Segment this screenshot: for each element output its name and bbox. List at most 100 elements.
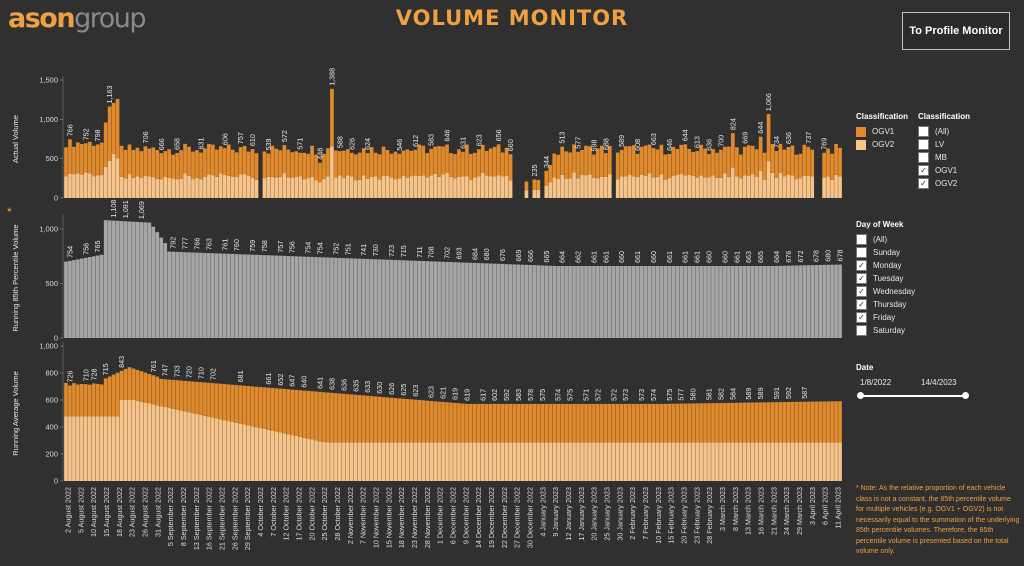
- checkbox[interactable]: ✓: [856, 286, 867, 297]
- percentile-bar: [778, 265, 783, 338]
- checkbox[interactable]: [856, 247, 867, 258]
- bar-value-label: 661: [665, 251, 674, 263]
- ogv1-bar: [564, 151, 568, 179]
- percentile-bar: [699, 266, 703, 338]
- day-option-wednesday[interactable]: ✓ Wednesday: [856, 285, 915, 298]
- ogv2-bar: [727, 442, 731, 481]
- checkbox[interactable]: [918, 152, 929, 163]
- x-tick-label: 29 March 2023: [795, 487, 804, 535]
- day-option-saturday[interactable]: Saturday: [856, 324, 915, 337]
- bar-value-label: 638: [327, 378, 336, 390]
- bar-value-label: 660: [506, 139, 515, 151]
- percentile-bar: [746, 266, 751, 338]
- checkbox[interactable]: ✓: [918, 178, 929, 189]
- ogv2-bar: [191, 413, 195, 481]
- checkbox[interactable]: ✓: [856, 260, 867, 271]
- class-option-mb[interactable]: MB: [918, 151, 970, 164]
- ogv2-bar: [715, 442, 719, 481]
- ogv1-bar: [330, 392, 334, 443]
- ogv2-bar: [758, 442, 763, 481]
- checkbox[interactable]: ✓: [856, 299, 867, 310]
- ogv1-bar: [687, 148, 692, 175]
- ogv1-bar: [655, 149, 660, 177]
- ogv1-bar: [540, 403, 545, 443]
- ogv1-bar: [306, 153, 310, 179]
- to-profile-monitor-button[interactable]: To Profile Monitor: [902, 12, 1010, 50]
- ogv1-bar: [183, 380, 187, 412]
- class-option-ogv2[interactable]: ✓ OGV2: [918, 177, 970, 190]
- slider-start-handle[interactable]: [857, 392, 864, 399]
- ogv1-bar: [76, 142, 80, 174]
- checkbox[interactable]: ✓: [856, 273, 867, 284]
- ogv2-bar: [83, 172, 88, 198]
- bar-value-label: 747: [161, 364, 170, 376]
- checkbox[interactable]: [918, 139, 929, 150]
- ogv2-bar: [683, 442, 688, 481]
- ogv2-bar: [552, 442, 557, 481]
- bar-value-label: 626: [387, 383, 396, 395]
- ogv1-bar: [488, 403, 493, 443]
- y-tick-label: 0: [54, 334, 58, 343]
- checkbox[interactable]: ✓: [856, 312, 867, 323]
- ogv2-bar: [754, 176, 759, 198]
- class-option-all[interactable]: (All): [918, 125, 970, 138]
- class-option-ogv1[interactable]: ✓ OGV1: [918, 164, 970, 177]
- bar-value-label: 720: [185, 366, 194, 378]
- ogv1-bar: [119, 370, 124, 400]
- checkbox[interactable]: [856, 325, 867, 336]
- ogv1-bar: [738, 154, 743, 179]
- day-option-tuesday[interactable]: ✓ Tuesday: [856, 272, 915, 285]
- ogv1-bar: [659, 403, 664, 443]
- ogv2-bar: [373, 176, 378, 198]
- ogv2-bar: [286, 434, 291, 481]
- checkbox[interactable]: ✓: [918, 165, 929, 176]
- day-option-friday[interactable]: ✓ Friday: [856, 311, 915, 324]
- day-option-thursday[interactable]: ✓ Thursday: [856, 298, 915, 311]
- ogv2-bar: [457, 442, 461, 481]
- ogv1-bar: [214, 383, 219, 419]
- percentile-bar: [401, 260, 406, 338]
- percentile-bar: [461, 262, 465, 338]
- ogv2-bar: [64, 416, 68, 481]
- ogv2-bar: [584, 175, 588, 198]
- ogv2-bar: [488, 442, 493, 481]
- x-tick-label: 16 September 2022: [205, 487, 214, 550]
- slider-end-handle[interactable]: [962, 392, 969, 399]
- ogv1-bar: [445, 144, 449, 174]
- day-option-sunday[interactable]: Sunday: [856, 246, 915, 259]
- percentile-bar: [564, 266, 568, 338]
- ogv1-bar: [147, 148, 152, 177]
- class-option-lv[interactable]: LV: [918, 138, 970, 151]
- date-range-slider[interactable]: [857, 392, 969, 399]
- ogv1-bar: [719, 403, 723, 443]
- ogv2-bar: [830, 179, 834, 198]
- percentile-bar: [349, 258, 354, 338]
- ogv1-bar: [234, 385, 239, 423]
- ogv1-bar: [826, 401, 830, 443]
- ogv2-bar: [334, 177, 338, 198]
- day-option-all[interactable]: (All): [856, 233, 915, 246]
- ogv2-bar: [480, 442, 485, 481]
- bar-value-label: 587: [800, 387, 809, 399]
- ogv2-bar: [556, 442, 561, 481]
- ogv1-bar: [207, 143, 211, 175]
- ogv2-bar: [250, 426, 255, 481]
- ogv1-bar: [560, 146, 564, 175]
- ogv1-bar: [731, 133, 735, 168]
- ogv2-bar: [536, 442, 541, 481]
- ogv2-bar: [318, 441, 322, 481]
- ogv1-bar: [643, 145, 648, 176]
- checkbox[interactable]: [856, 234, 867, 245]
- ogv1-bar: [80, 383, 84, 417]
- ogv1-bar: [413, 399, 418, 443]
- day-option-monday[interactable]: ✓ Monday: [856, 259, 915, 272]
- ogv2-bar: [203, 176, 207, 198]
- percentile-bar: [278, 255, 283, 338]
- ogv2-bar: [270, 430, 275, 481]
- ogv2-bar: [334, 442, 338, 481]
- bar-value-label: 652: [276, 374, 285, 386]
- checkbox[interactable]: [918, 126, 929, 137]
- ogv1-bar: [72, 146, 76, 175]
- ogv1-bar: [723, 146, 727, 174]
- percentile-bar: [445, 261, 449, 338]
